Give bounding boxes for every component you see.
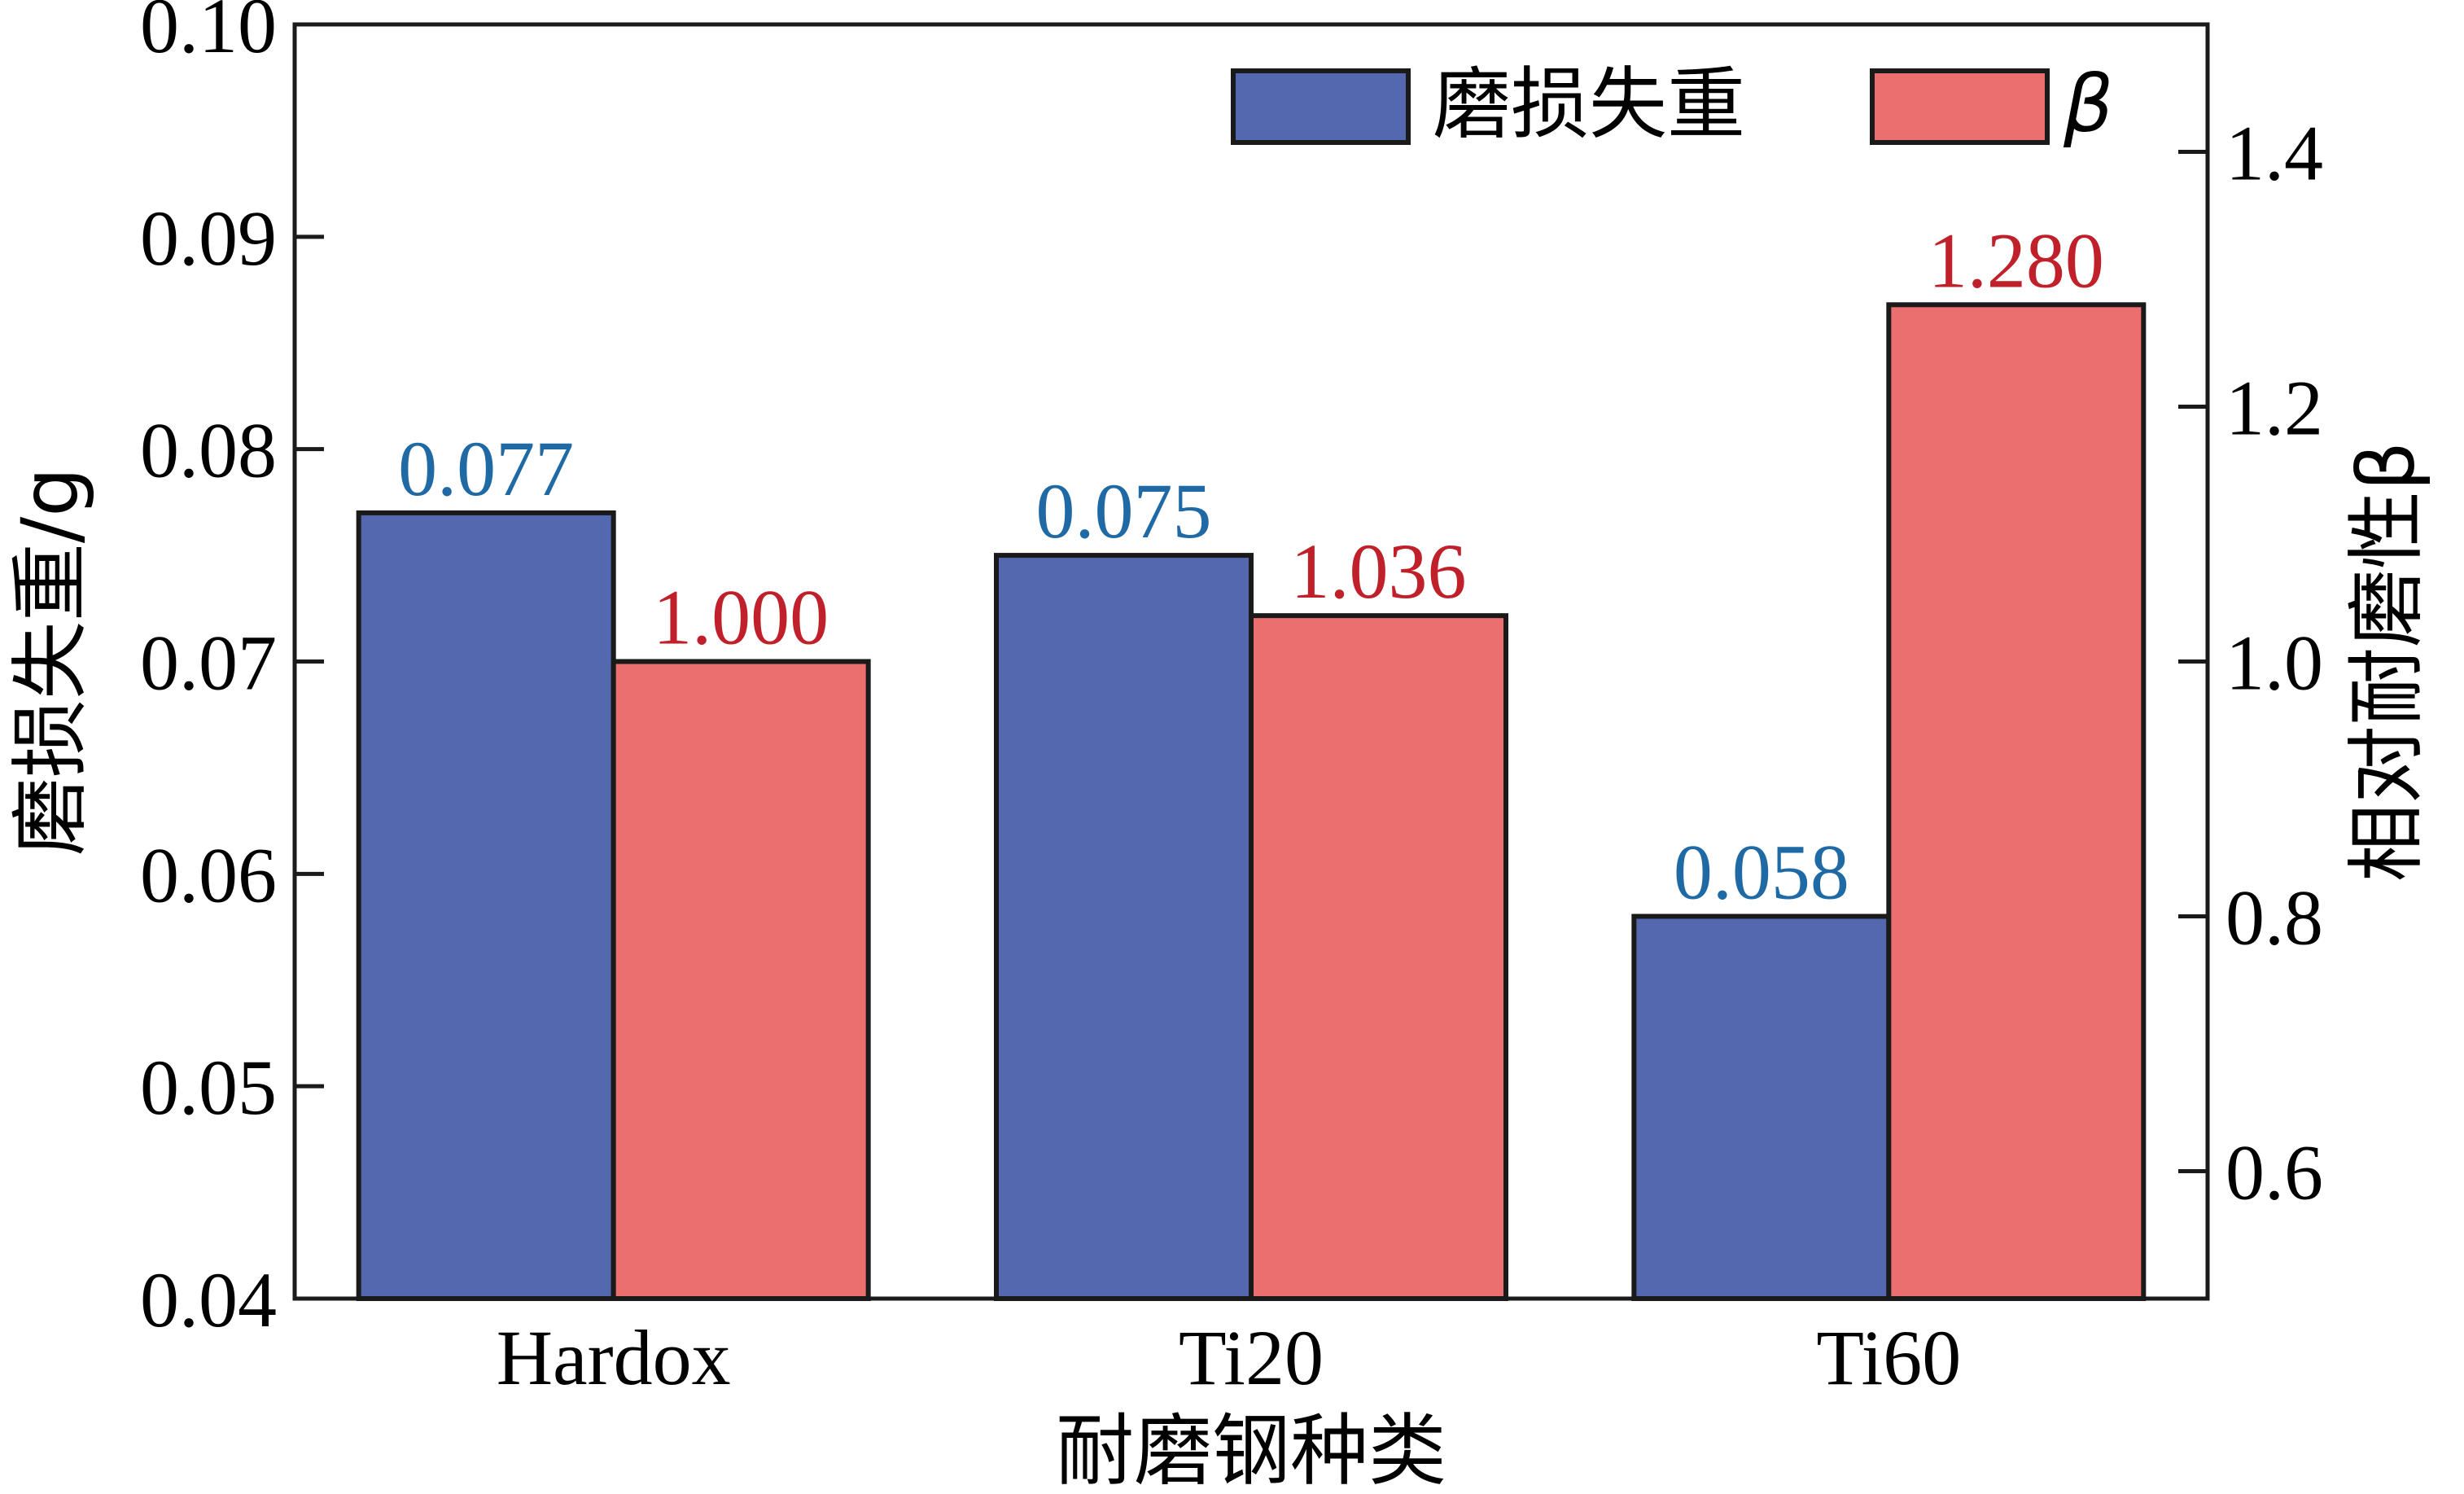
y-left-tick-label: 0.04 <box>140 1256 277 1343</box>
bar-left-hardox <box>356 510 616 1301</box>
data-label: 0.075 <box>1036 467 1212 554</box>
bars-layer <box>356 302 2147 1301</box>
data-label: 1.280 <box>1928 217 2104 304</box>
bar-right-hardox <box>611 659 871 1301</box>
x-tick-label: Ti20 <box>1179 1314 1324 1401</box>
y-left-tick-label: 0.09 <box>140 195 277 282</box>
data-label: 0.058 <box>1674 829 1849 916</box>
legend: 磨损失重 β <box>1231 59 2113 150</box>
legend-label: 磨损失重 <box>1433 59 1745 150</box>
data-label: 0.077 <box>398 425 574 512</box>
legend-swatch <box>1870 68 2050 145</box>
x-tick-label: Hardox <box>497 1314 731 1401</box>
bar-right-ti60 <box>1886 302 2147 1301</box>
x-tick-label: Ti60 <box>1816 1314 1961 1401</box>
y-left-tick-label: 0.05 <box>140 1044 277 1131</box>
y-right-tick-label: 1.4 <box>2225 110 2323 197</box>
y-right-tick-label: 1.0 <box>2225 620 2323 707</box>
labels-layer: 0.077 1.000 Hardox 0.075 1.036 Ti20 0.058 1.280… <box>5 0 2432 1494</box>
bar-right-ti20 <box>1249 613 1508 1301</box>
y-right-tick-label: 1.2 <box>2225 365 2323 452</box>
y-left-tick-label: 0.06 <box>140 831 277 918</box>
y-right-tick-label: 0.6 <box>2225 1129 2323 1216</box>
bar-left-ti60 <box>1631 913 1892 1301</box>
y-left-tick-label: 0.08 <box>140 407 277 494</box>
bar-left-ti20 <box>994 553 1254 1301</box>
data-label: 1.036 <box>1291 528 1467 615</box>
data-label: 1.000 <box>653 574 829 661</box>
y-left-axis-title: 磨损失重/g <box>5 467 96 856</box>
axes-layer <box>292 22 2210 1301</box>
legend-label: β <box>2063 59 2113 150</box>
legend-swatch <box>1231 68 1411 145</box>
y-left-tick-label: 0.10 <box>140 0 277 69</box>
y-right-axis-title: 相对耐磨性β <box>2341 441 2432 882</box>
y-right-tick-label: 0.8 <box>2225 874 2323 962</box>
x-axis-title: 耐磨钢种类 <box>1056 1405 1446 1494</box>
y-left-tick-label: 0.07 <box>140 620 277 707</box>
